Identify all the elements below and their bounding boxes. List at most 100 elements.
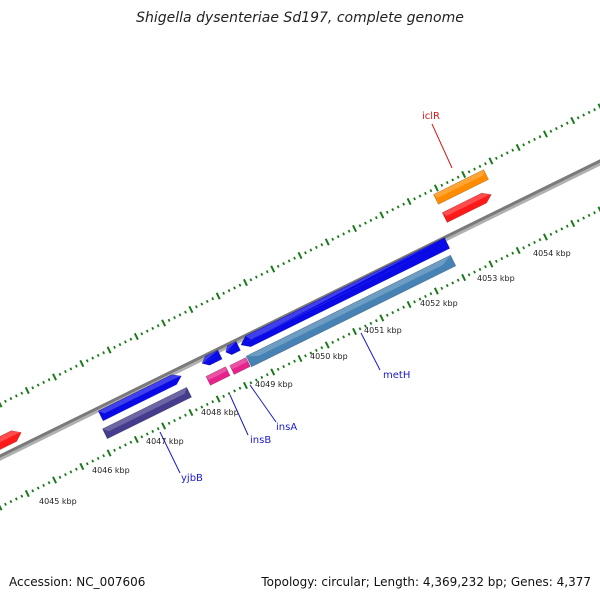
feature-shape (102, 386, 192, 440)
gene-feature (0, 430, 22, 454)
feature-highlight (442, 193, 492, 216)
leader-line (249, 384, 277, 423)
gene-label: insA (276, 422, 297, 433)
major-tick (597, 103, 600, 110)
scale-label: 4053 kbp (477, 274, 515, 283)
major-tick (52, 373, 57, 381)
minor-tick (156, 427, 160, 431)
minor-tick (396, 308, 400, 312)
major-tick (543, 130, 548, 138)
major-tick (433, 287, 439, 295)
minor-tick (314, 245, 318, 249)
minor-tick (593, 211, 596, 215)
minor-tick (254, 378, 258, 382)
major-tick (406, 197, 412, 206)
feature-shape (441, 192, 492, 223)
scale-label: 4046 kbp (92, 466, 130, 475)
feature-highlight (229, 357, 248, 370)
minor-tick (113, 448, 116, 452)
minor-tick (69, 470, 73, 474)
minor-tick (565, 224, 569, 228)
minor-tick (173, 316, 176, 320)
minor-tick (200, 405, 204, 409)
minor-tick (587, 213, 591, 217)
minor-tick (522, 246, 526, 250)
minor-tick (511, 251, 515, 255)
minor-tick (64, 370, 67, 374)
label-leaders (159, 123, 453, 474)
major-tick (379, 314, 385, 322)
minor-tick (413, 197, 416, 201)
minor-tick (58, 475, 62, 479)
minor-tick (456, 175, 460, 179)
minor-tick (478, 164, 482, 168)
minor-tick (36, 486, 40, 490)
minor-tick (64, 473, 67, 477)
gene-label: iclR (422, 111, 440, 122)
minor-tick (293, 359, 296, 363)
minor-tick (9, 397, 13, 401)
minor-tick (565, 121, 569, 125)
leader-line (360, 332, 381, 371)
minor-tick (184, 310, 187, 314)
minor-tick (320, 346, 324, 350)
minor-tick (31, 386, 35, 390)
minor-tick (527, 140, 531, 144)
minor-tick (31, 489, 35, 493)
minor-tick (593, 108, 596, 112)
feature-shape (245, 254, 457, 368)
major-tick (324, 341, 330, 349)
minor-tick (4, 502, 7, 506)
minor-tick (456, 278, 460, 282)
minor-tick (402, 202, 406, 206)
minor-tick (538, 135, 542, 139)
minor-tick (374, 319, 378, 323)
major-tick (161, 319, 167, 327)
minor-tick (205, 402, 209, 406)
minor-tick (374, 216, 378, 220)
major-tick (270, 265, 276, 273)
minor-tick (391, 311, 395, 315)
minor-tick (549, 129, 553, 133)
minor-tick (538, 238, 542, 242)
major-tick (515, 246, 521, 255)
minor-tick (369, 218, 373, 222)
major-tick (24, 489, 30, 498)
genome-summary: Topology: circular; Length: 4,369,232 bp… (261, 575, 591, 589)
minor-tick (20, 391, 24, 395)
minor-tick (156, 324, 160, 328)
scale-label: 4045 kbp (39, 497, 77, 506)
major-tick (543, 233, 548, 241)
major-tick (297, 354, 303, 363)
minor-tick (151, 326, 155, 330)
minor-tick (222, 291, 226, 295)
feature-shape (201, 349, 223, 366)
minor-tick (227, 392, 231, 396)
minor-tick (396, 205, 400, 209)
minor-tick (20, 494, 24, 498)
minor-tick (265, 270, 269, 274)
minor-tick (102, 454, 106, 458)
major-tick (515, 143, 521, 152)
minor-tick (69, 367, 73, 371)
feature-highlight (98, 374, 182, 414)
minor-tick (385, 210, 389, 214)
minor-tick (358, 327, 362, 331)
major-tick (406, 300, 412, 309)
gene-feature (205, 366, 231, 386)
minor-tick (42, 380, 46, 384)
gene-feature (240, 237, 451, 348)
minor-tick (309, 248, 313, 252)
major-tick (297, 251, 303, 260)
minor-tick (576, 219, 580, 223)
accession-text: Accession: NC_007606 (9, 575, 146, 589)
major-tick (52, 476, 57, 484)
minor-tick (402, 305, 406, 309)
minor-tick (238, 386, 242, 390)
minor-tick (211, 297, 215, 301)
minor-tick (238, 283, 242, 287)
major-tick (106, 449, 112, 457)
minor-tick (500, 154, 504, 158)
gene-labels: iclR metH insA insB yjbB (181, 111, 440, 484)
